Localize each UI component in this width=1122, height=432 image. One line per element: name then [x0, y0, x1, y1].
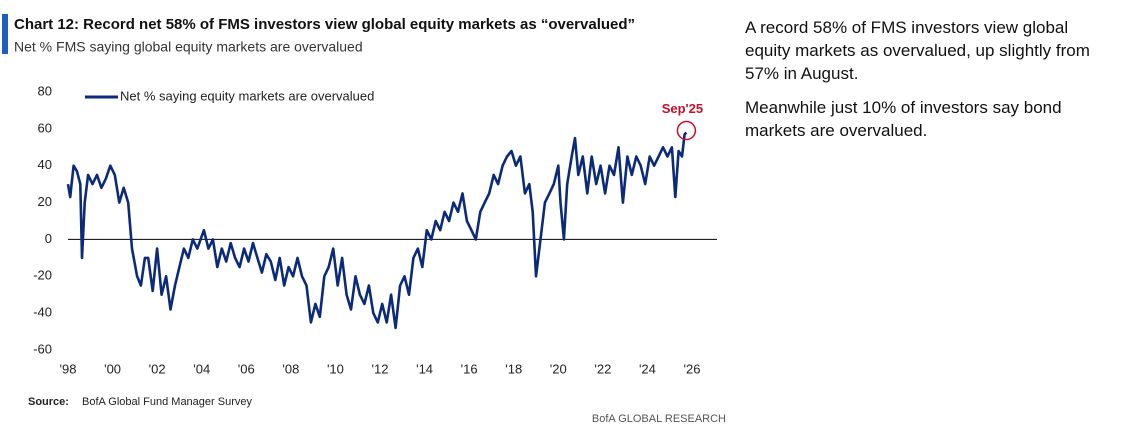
x-tick-label: '06 — [238, 361, 255, 376]
source: BofA Global Fund Manager Survey — [82, 396, 252, 408]
x-tick-label: '16 — [461, 361, 478, 376]
chart: Chart 12: Record net 58% of FMS investor… — [2, 14, 726, 425]
y-tick-label: 0 — [45, 231, 52, 246]
chart-title: Chart 12: Record net 58% of FMS investor… — [14, 16, 635, 33]
annotation: Sep'25 — [662, 101, 703, 116]
x-tick-label: '08 — [282, 361, 299, 376]
footer: BofA GLOBAL RESEARCH — [592, 413, 726, 425]
chart-subtitle: Net % FMS saying global equity markets a… — [14, 39, 363, 55]
x-tick-label: '12 — [372, 361, 389, 376]
y-tick-label: -20 — [33, 268, 52, 283]
x-tick-label: '26 — [684, 361, 701, 376]
series-line — [66, 131, 688, 330]
title-accent — [2, 14, 8, 54]
x-tick-label: '10 — [327, 361, 344, 376]
y-tick-label: -60 — [33, 341, 52, 356]
y-tick-label: 40 — [38, 157, 52, 172]
x-tick-label: '20 — [550, 361, 567, 376]
x-tick-label: '04 — [193, 361, 210, 376]
y-tick-label: 60 — [38, 120, 52, 135]
y-tick-label: -40 — [33, 305, 52, 320]
commentary-text: Meanwhile just 10% of investors say bond… — [745, 98, 1062, 140]
x-tick-label: '98 — [60, 361, 77, 376]
commentary-text: A record 58% of FMS investors view globa… — [745, 18, 1090, 83]
x-tick-label: '22 — [594, 361, 611, 376]
y-tick-label: 80 — [38, 83, 52, 98]
commentary: A record 58% of FMS investors view globa… — [745, 16, 1105, 153]
legend-label: Net % saying equity markets are overvalu… — [120, 88, 374, 103]
x-tick-label: '24 — [639, 361, 656, 376]
x-tick-label: '18 — [505, 361, 522, 376]
x-tick-label: '02 — [149, 361, 166, 376]
x-tick-label: '00 — [104, 361, 121, 376]
y-tick-label: 20 — [38, 194, 52, 209]
highlight-circle — [676, 120, 697, 141]
x-tick-label: '14 — [416, 361, 433, 376]
source-label: Source: — [28, 396, 69, 408]
